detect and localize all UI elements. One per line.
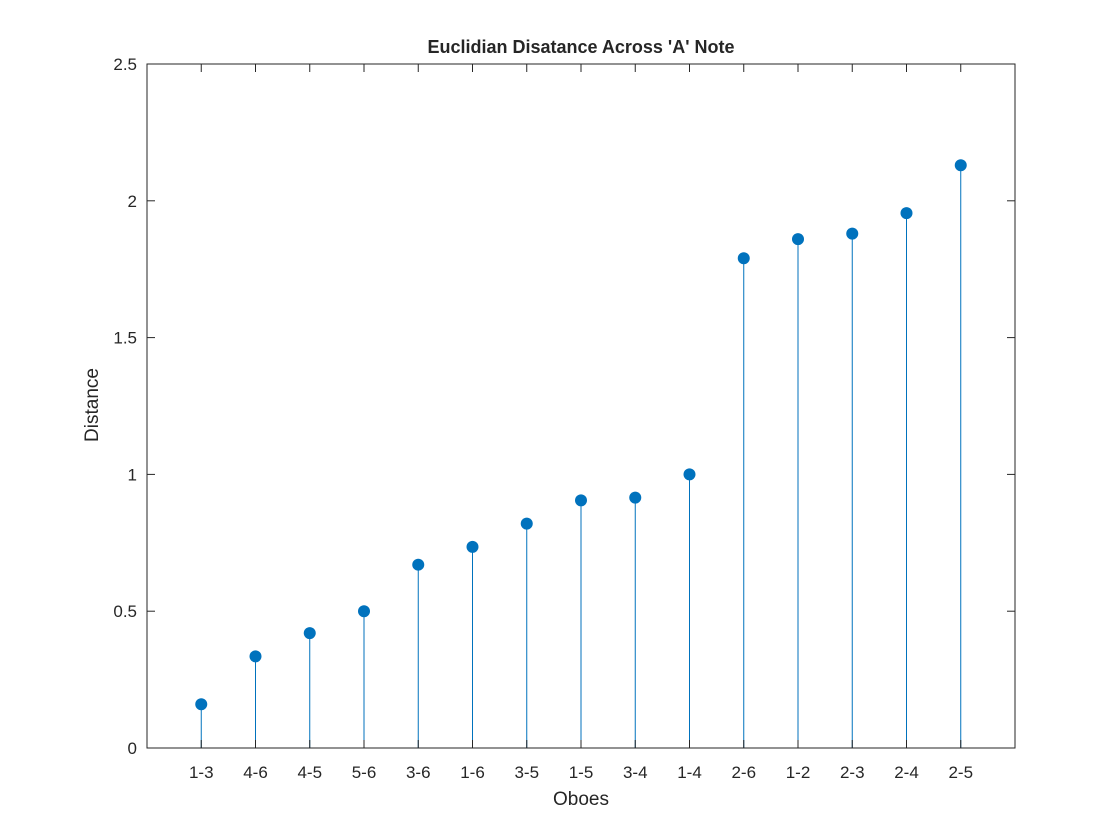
stem-marker — [792, 233, 804, 246]
stem-marker — [303, 627, 316, 640]
x-tick-label: 2-6 — [731, 763, 756, 782]
x-tick-label: 1-6 — [460, 763, 485, 782]
x-tick-label: 2-4 — [894, 763, 919, 782]
x-tick-label: 1-5 — [569, 763, 594, 782]
stem-marker — [900, 207, 913, 220]
x-tick-label: 3-6 — [406, 763, 431, 782]
y-tick-label: 0.5 — [113, 602, 137, 621]
x-tick-label: 3-5 — [514, 763, 539, 782]
y-tick-label: 2.5 — [113, 55, 137, 74]
stem-marker — [466, 540, 479, 553]
x-tick-label: 4-5 — [297, 763, 322, 782]
stem-marker — [412, 558, 425, 571]
stem-marker — [954, 159, 967, 172]
stem-marker — [846, 227, 859, 240]
y-tick-label: 1.5 — [113, 329, 137, 348]
axes-box — [146, 63, 1016, 749]
x-tick-label: 1-2 — [786, 763, 811, 782]
y-axis-label: Distance — [82, 368, 103, 442]
x-tick-label: 1-3 — [189, 763, 214, 782]
x-tick-label: 4-6 — [243, 763, 268, 782]
y-tick-label: 1 — [128, 465, 137, 484]
stem-marker — [737, 252, 750, 265]
x-tick-label: 3-4 — [623, 763, 648, 782]
chart-title: Euclidian Disatance Across 'A' Note — [428, 37, 735, 57]
stem-marker — [358, 605, 370, 618]
y-tick-label: 0 — [128, 739, 137, 758]
stem-marker — [249, 650, 262, 663]
stem-marker — [683, 468, 696, 481]
stem-series — [195, 159, 967, 748]
x-tick-label: 2-3 — [840, 763, 865, 782]
y-tick-label: 2 — [128, 192, 137, 211]
stem-marker — [575, 494, 587, 507]
axis-ticks: 0 0.5 1 1.5 2 2.5 1-3 4-6 4-5 5-6 3-6 1-6 3-5 1-5 3-4 1… — [113, 55, 1015, 782]
x-tick-label: 2-5 — [948, 763, 973, 782]
x-axis-label: Oboes — [553, 789, 609, 810]
x-tick-label: 1-4 — [677, 763, 702, 782]
stem-marker — [629, 491, 642, 504]
stem-marker — [195, 698, 208, 711]
stem-marker — [520, 517, 533, 530]
x-tick-label: 5-6 — [352, 763, 377, 782]
